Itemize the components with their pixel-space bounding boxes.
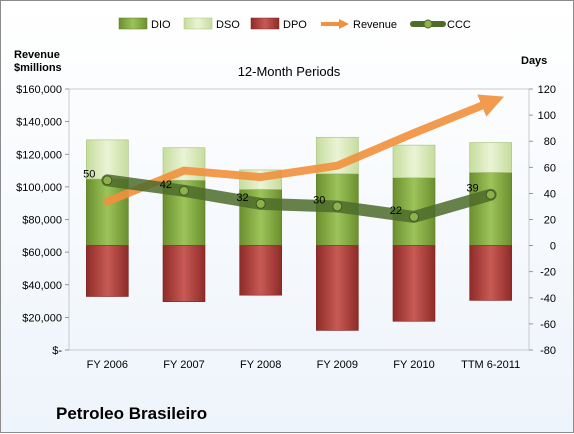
legend-label-dio: DIO <box>151 19 171 31</box>
x-tick-label-5: TTM 6-2011 <box>461 359 520 371</box>
ccc-data-label-3: 30 <box>313 194 325 206</box>
left-tick-label-0: $- <box>52 345 62 357</box>
bar-dpo-2 <box>239 245 282 296</box>
legend-swatch-dpo <box>250 17 280 30</box>
right-axis-label: Days <box>521 55 547 67</box>
legend-label-dpo: DPO <box>283 19 307 31</box>
left-tick-label-6: $120,000 <box>16 149 62 161</box>
legend-label-ccc: CCC <box>447 19 471 31</box>
bar-dso-4 <box>392 144 436 179</box>
legend-item-dpo: DPO <box>250 17 307 31</box>
bar-dpo-5 <box>469 245 512 301</box>
legend-label-revenue: Revenue <box>353 19 397 31</box>
right-tick-label-1: -60 <box>540 319 556 331</box>
bar-dio-5 <box>469 172 512 246</box>
ccc-point-1 <box>179 185 189 196</box>
left-axis-label-line2: $millions <box>14 62 62 74</box>
left-tick-label-5: $100,000 <box>16 182 62 194</box>
legend-item-dso: DSO <box>183 17 240 31</box>
legend-item-ccc: CCC <box>410 19 471 31</box>
legend-item-revenue: Revenue <box>321 19 397 31</box>
legend-arrow-revenue <box>339 19 349 29</box>
legend-label-dso: DSO <box>216 19 240 31</box>
right-tick-label-3: -20 <box>540 267 556 279</box>
right-tick-label-0: -80 <box>540 345 556 357</box>
left-tick-label-3: $60,000 <box>22 247 62 259</box>
ccc-data-label-2: 32 <box>236 192 248 204</box>
x-axis: FY 2006 FY 2007 FY 2008 FY 2009 FY 2010 TTM 6… <box>87 359 521 371</box>
ccc-point-3 <box>332 201 343 212</box>
ccc-data-label-5: 39 <box>466 183 478 195</box>
ccc-point-5 <box>485 189 496 200</box>
revenue-layer <box>103 94 505 206</box>
right-tick-label-6: 40 <box>544 188 556 200</box>
left-tick-label-8: $160,000 <box>16 84 62 96</box>
right-tick-label-7: 60 <box>544 162 556 174</box>
right-tick-label-2: -40 <box>540 293 556 305</box>
ccc-point-4 <box>409 211 419 222</box>
plot-area <box>68 88 530 351</box>
ccc-point-2 <box>255 198 266 209</box>
left-tick-label-7: $140,000 <box>16 117 62 129</box>
bar-dpo-0 <box>86 245 129 297</box>
left-tick-label-1: $20,000 <box>22 312 62 324</box>
legend-swatch-dio <box>118 17 148 30</box>
chart-title: 12-Month Periods <box>238 64 341 79</box>
bar-dpo-3 <box>316 245 359 331</box>
right-tick-label-8: 80 <box>544 136 556 148</box>
legend-swatch-dso <box>183 17 213 30</box>
legend-item-dio: DIO <box>118 17 171 31</box>
x-tick-label-4: FY 2010 <box>393 359 434 371</box>
ccc-data-label-0: 50 <box>83 168 95 180</box>
company-name: Petroleo Brasileiro <box>56 404 207 423</box>
left-axis: $- $20,000 $40,000 $60,000 $80,000 $100,000 $1… <box>16 84 69 357</box>
bar-dso-5 <box>469 142 512 173</box>
ccc-data-label-1: 42 <box>160 179 172 191</box>
revenue-line <box>103 94 505 206</box>
bars-layer <box>86 136 512 331</box>
bar-dio-0 <box>86 178 129 246</box>
legend-marker-ccc <box>423 19 433 29</box>
x-tick-label-1: FY 2007 <box>163 359 204 371</box>
x-tick-label-3: FY 2009 <box>317 359 358 371</box>
bar-dpo-4 <box>392 245 436 322</box>
left-tick-label-4: $80,000 <box>22 215 62 227</box>
ccc-layer: 50 42 32 30 22 39 <box>83 168 497 223</box>
x-tick-label-0: FY 2006 <box>87 359 128 371</box>
legend: DIO DSO DPO Revenue CCC <box>118 17 471 31</box>
left-tick-label-2: $40,000 <box>22 280 62 292</box>
left-axis-label-line1: Revenue <box>14 49 60 61</box>
right-tick-label-5: 20 <box>544 215 556 227</box>
right-axis: -80 -60 -40 -20 0 20 40 60 80 100 120 <box>529 84 556 357</box>
bar-dso-0 <box>86 139 129 180</box>
right-tick-label-9: 100 <box>538 110 556 122</box>
right-tick-label-4: 0 <box>550 241 556 253</box>
ccc-data-label-4: 22 <box>390 205 402 217</box>
bar-dpo-1 <box>162 245 206 303</box>
x-tick-label-2: FY 2008 <box>240 359 281 371</box>
right-tick-label-10: 120 <box>538 84 556 96</box>
ccc-line <box>101 174 497 223</box>
ccc-point-0 <box>102 175 113 186</box>
